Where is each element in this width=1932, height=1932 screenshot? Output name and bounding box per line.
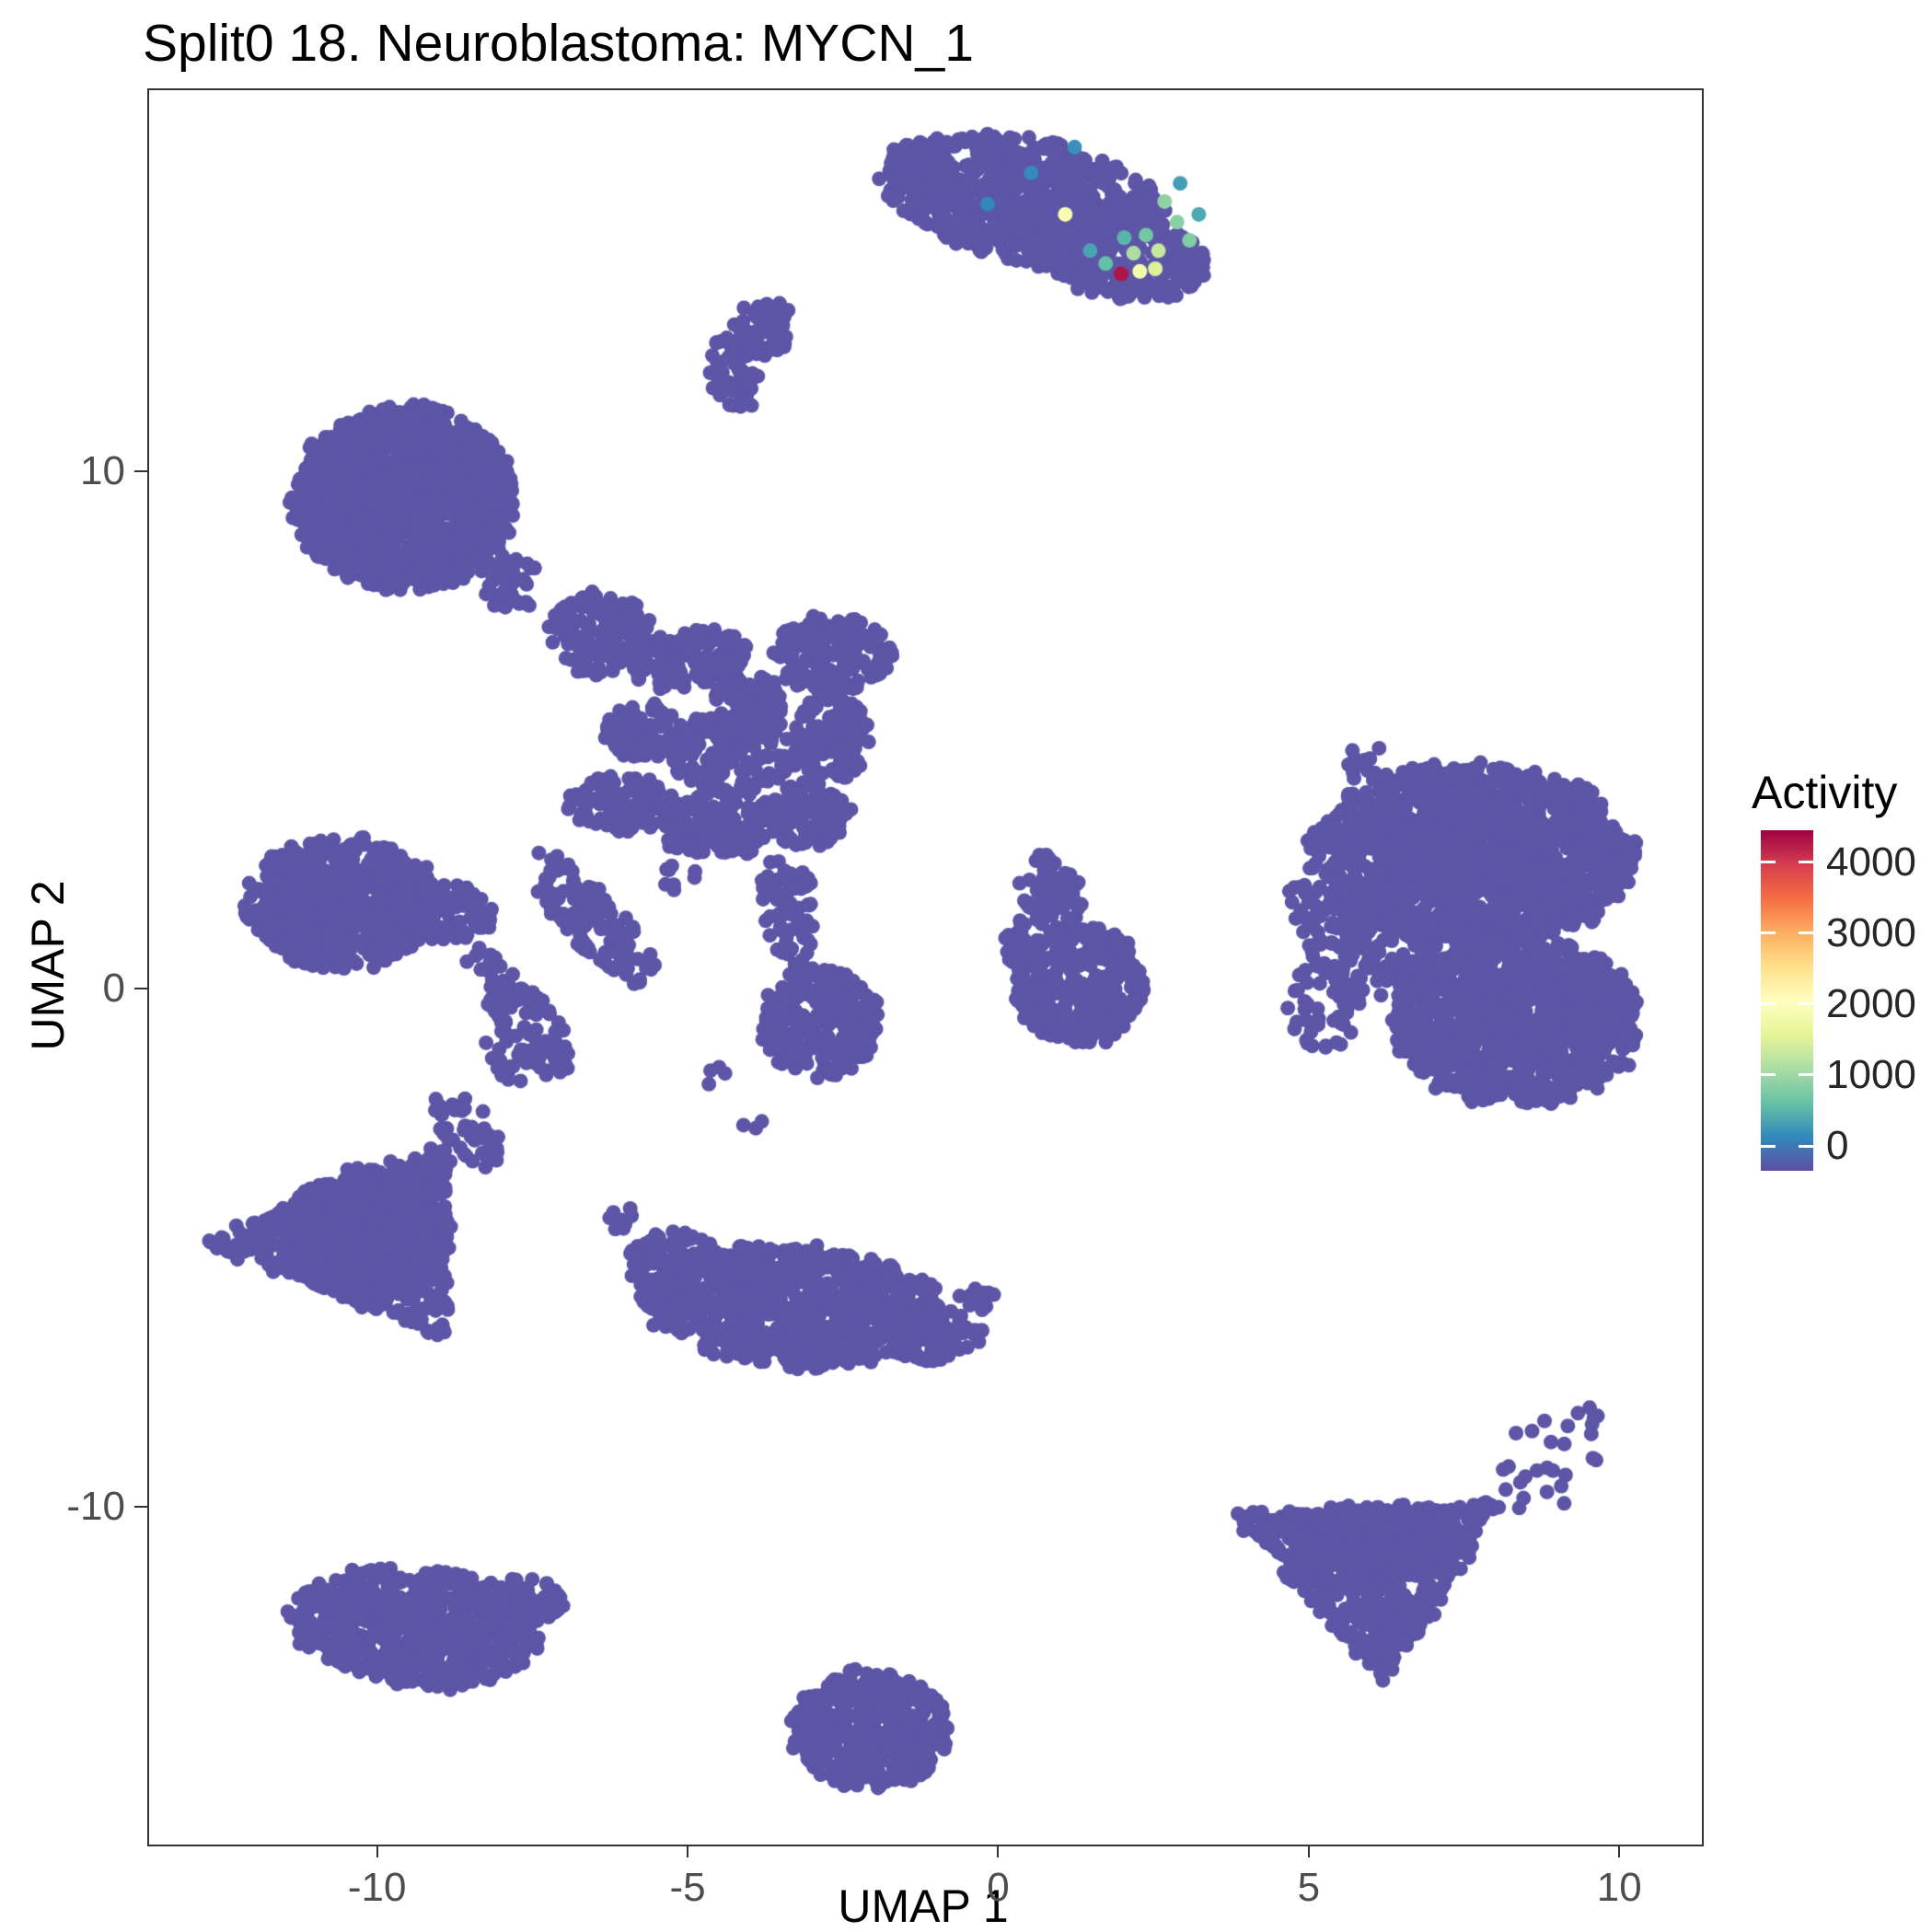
legend-tick-mark: [1761, 861, 1776, 864]
legend-colorbar: [1761, 830, 1813, 1171]
y-tick-mark: [134, 988, 147, 990]
plot-panel: [147, 88, 1704, 1846]
x-tick-mark: [687, 1845, 689, 1857]
legend-tick-mark: [1799, 1073, 1813, 1077]
x-tick-mark: [1307, 1845, 1310, 1857]
legend-tick-mark: [1799, 861, 1813, 864]
y-tick-label: 10: [80, 448, 125, 494]
y-axis-label: UMAP 2: [22, 880, 74, 1051]
scatter-canvas: [149, 90, 1702, 1845]
y-tick-label: -10: [66, 1483, 125, 1529]
y-tick-mark: [134, 1505, 147, 1508]
legend-tick-label: 1000: [1826, 1051, 1916, 1097]
x-tick-label: 10: [1596, 1865, 1642, 1910]
x-tick-label: -5: [669, 1865, 706, 1910]
x-tick-mark: [997, 1845, 1000, 1857]
x-axis-label: UMAP 1: [838, 1880, 1009, 1932]
x-tick-label: -10: [347, 1865, 407, 1910]
x-tick-label: 0: [987, 1865, 1010, 1910]
chart-title: Split0 18. Neuroblastoma: MYCN_1: [143, 14, 974, 73]
legend-tick-mark: [1761, 931, 1776, 935]
y-tick-label: 0: [102, 966, 125, 1012]
legend-tick-mark: [1799, 931, 1813, 935]
legend-tick-label: 0: [1826, 1123, 1849, 1169]
x-tick-mark: [1618, 1845, 1621, 1857]
legend-tick-mark: [1761, 1073, 1776, 1077]
legend-tick-mark: [1799, 1144, 1813, 1148]
legend-tick-label: 4000: [1826, 839, 1916, 885]
legend-tick-mark: [1761, 1144, 1776, 1148]
legend-tick-mark: [1761, 1002, 1776, 1006]
y-tick-mark: [134, 470, 147, 473]
x-tick-label: 5: [1297, 1865, 1321, 1910]
x-tick-mark: [376, 1845, 378, 1857]
legend-tick-label: 2000: [1826, 980, 1916, 1026]
legend-tick-label: 3000: [1826, 909, 1916, 955]
legend-tick-mark: [1799, 1002, 1813, 1006]
legend-title: Activity: [1752, 767, 1898, 818]
